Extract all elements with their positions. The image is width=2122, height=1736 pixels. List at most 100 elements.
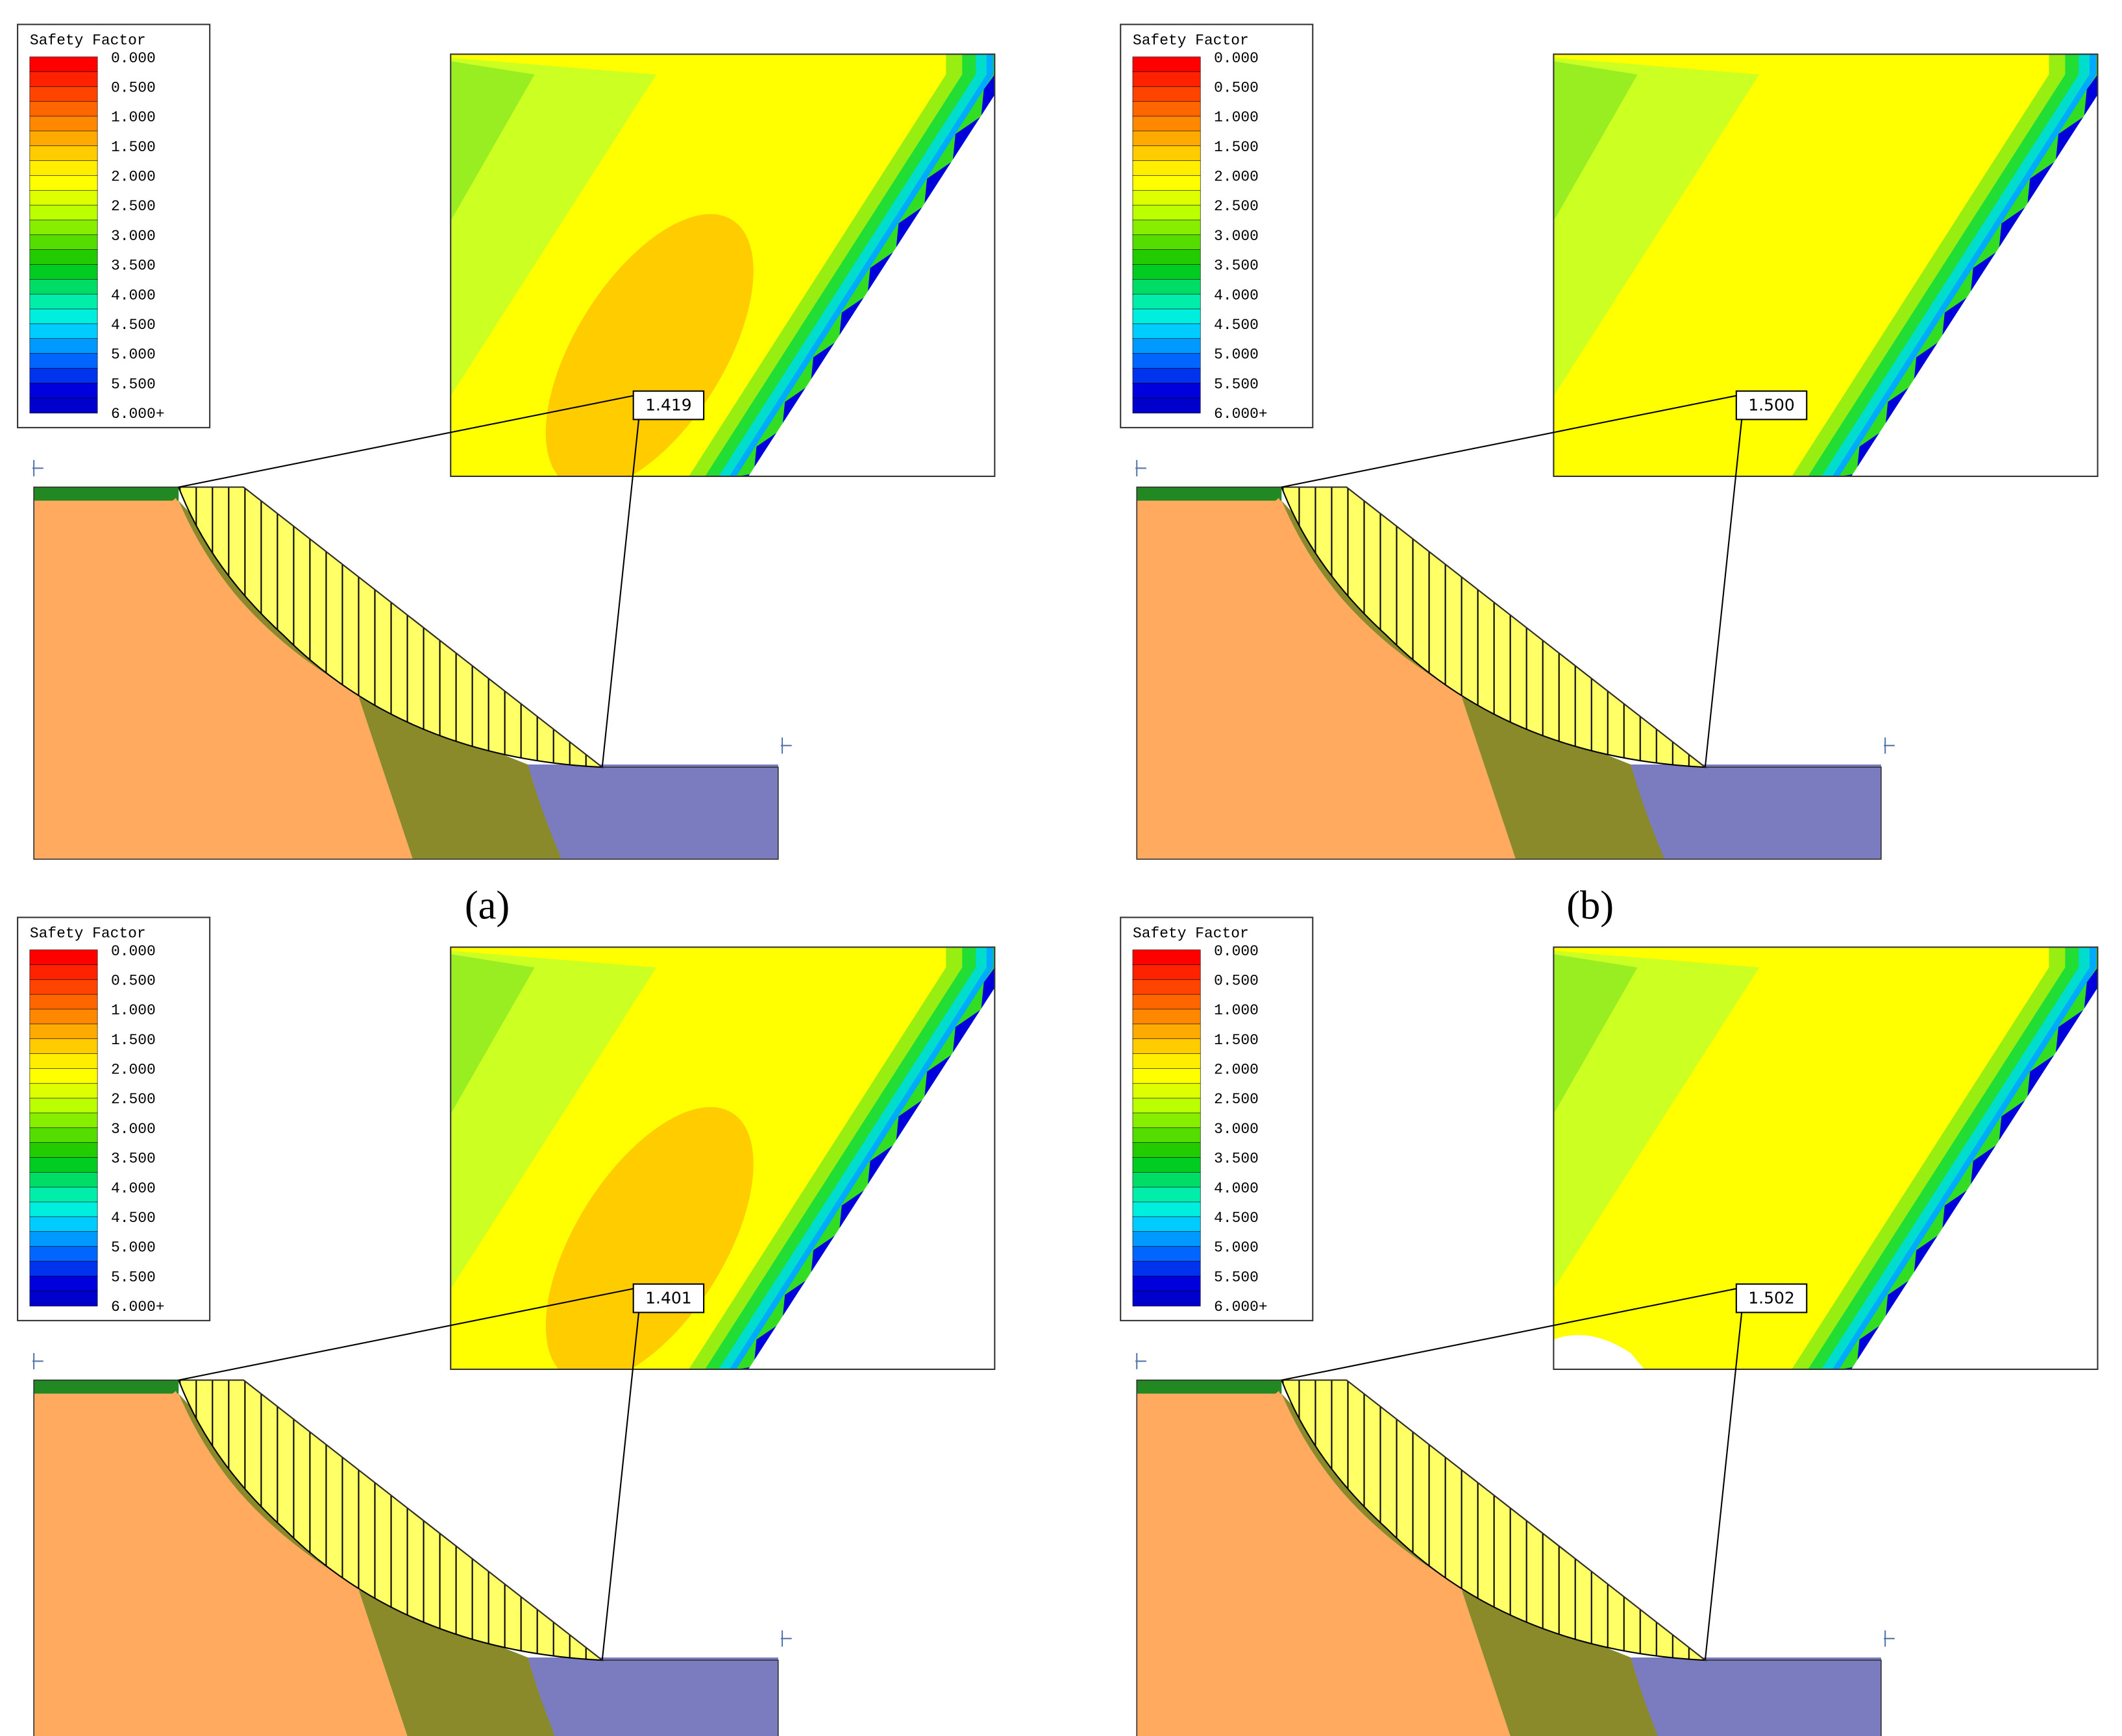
- legend-band: [1132, 397, 1201, 413]
- legend-band: [1132, 175, 1201, 191]
- legend-band: [29, 293, 98, 310]
- legend-label: 6.000+: [1214, 1299, 1268, 1315]
- legend-band: [29, 1246, 98, 1262]
- legend-band: [29, 175, 98, 191]
- legend-band: [1132, 86, 1201, 103]
- legend-band: [29, 1082, 98, 1099]
- safety-factor: 1.502: [1748, 1289, 1795, 1308]
- legend-label: 2.500: [111, 198, 156, 215]
- legend-band: [29, 308, 98, 324]
- legend-band: [29, 323, 98, 339]
- legend-label: 3.000: [111, 228, 156, 245]
- legend-band: [29, 116, 98, 132]
- legend-band: [1132, 1261, 1201, 1277]
- legend-label: 1.500: [111, 1032, 156, 1049]
- legend-label: 4.500: [1214, 317, 1259, 334]
- outline: [1136, 1379, 1882, 1736]
- legend-band: [29, 219, 98, 236]
- water-icon: [32, 1352, 43, 1369]
- legend-band: [1132, 1231, 1201, 1247]
- legend-label: 4.500: [1214, 1210, 1259, 1227]
- low-zone: [545, 1106, 754, 1369]
- leader: [1281, 1287, 1740, 1381]
- outside: [1851, 988, 2098, 1369]
- legend-band: [1132, 189, 1201, 206]
- legend-band: [29, 1127, 98, 1143]
- legend-label: 2.500: [1214, 198, 1259, 215]
- leader: [1281, 394, 1740, 488]
- legend-band: [29, 130, 98, 147]
- legend-band: [1132, 264, 1201, 280]
- legend-band: [29, 382, 98, 399]
- soil-mid: [179, 1393, 556, 1736]
- legend-band: [29, 56, 98, 73]
- legend-band: [29, 338, 98, 354]
- legend-band: [1132, 130, 1201, 147]
- legend-band: [1132, 204, 1201, 221]
- legend-label: 5.000: [111, 1240, 156, 1256]
- water-icon: [32, 459, 43, 476]
- legend-label: 4.000: [1214, 1180, 1259, 1197]
- legend-band: [1132, 368, 1201, 384]
- legend-band: [29, 1172, 98, 1188]
- leader: [178, 1287, 637, 1381]
- legend-band: [29, 204, 98, 221]
- inset-frame: [450, 53, 996, 477]
- legend-band: [29, 1231, 98, 1247]
- legend-label: 3.000: [111, 1121, 156, 1138]
- slip-mass: [1280, 486, 1708, 768]
- legend-band: [1132, 219, 1201, 236]
- legend-label: 4.500: [111, 1210, 156, 1227]
- factor-box: [1735, 1283, 1808, 1314]
- legend-band: [29, 86, 98, 103]
- legend-band: [29, 1112, 98, 1129]
- legend-band: [1132, 1201, 1201, 1217]
- legend-label: 0.000: [1214, 50, 1259, 67]
- contour: [450, 58, 657, 397]
- legend-title: Safety Factor: [1133, 32, 1249, 49]
- legend-band: [29, 949, 98, 966]
- legend-band: [1132, 338, 1201, 354]
- legend-band: [29, 71, 98, 88]
- soil-base: [1631, 764, 1881, 859]
- water-icon: [1135, 1352, 1146, 1369]
- legend-label: 3.500: [1214, 1151, 1259, 1168]
- outside: [748, 95, 995, 476]
- legend-label: 2.500: [111, 1091, 156, 1108]
- legend-band: [1132, 116, 1201, 132]
- legend-label: 2.000: [111, 169, 156, 186]
- legend-band: [1132, 308, 1201, 324]
- legend-band: [1132, 1023, 1201, 1040]
- contour: [196, 947, 426, 1369]
- contour: [1299, 947, 1529, 1369]
- legend-band: [29, 279, 98, 295]
- top-layer: [1137, 1380, 1282, 1394]
- legend-band: [29, 145, 98, 162]
- legend-label: 0.500: [111, 79, 156, 96]
- legend-band: [29, 234, 98, 251]
- legend-band: [1132, 1290, 1201, 1306]
- legend-label: 3.500: [1214, 258, 1259, 275]
- soil-main: [34, 500, 413, 859]
- legend-label: 0.500: [1214, 972, 1259, 989]
- legend-label: 5.000: [1214, 1240, 1259, 1256]
- legend-band: [29, 1275, 98, 1292]
- top-layer: [34, 487, 179, 501]
- legend-band: [1132, 979, 1201, 996]
- top-layer: [1137, 487, 1282, 501]
- legend-band: [29, 1038, 98, 1055]
- legend-label: 4.000: [1214, 287, 1259, 304]
- legend-label: 1.000: [111, 109, 156, 126]
- legend-label: 2.500: [1214, 1091, 1259, 1108]
- legend-label: 5.500: [111, 376, 156, 393]
- leader: [1704, 1312, 1743, 1661]
- legend-label: 5.500: [111, 1269, 156, 1286]
- legend-label: 2.000: [111, 1062, 156, 1079]
- contour: [450, 954, 535, 1114]
- legend-band: [1132, 145, 1201, 162]
- legend-band: [29, 1157, 98, 1173]
- contour: [450, 951, 657, 1290]
- legend-band: [1132, 1172, 1201, 1188]
- legend-title: Safety Factor: [30, 32, 146, 49]
